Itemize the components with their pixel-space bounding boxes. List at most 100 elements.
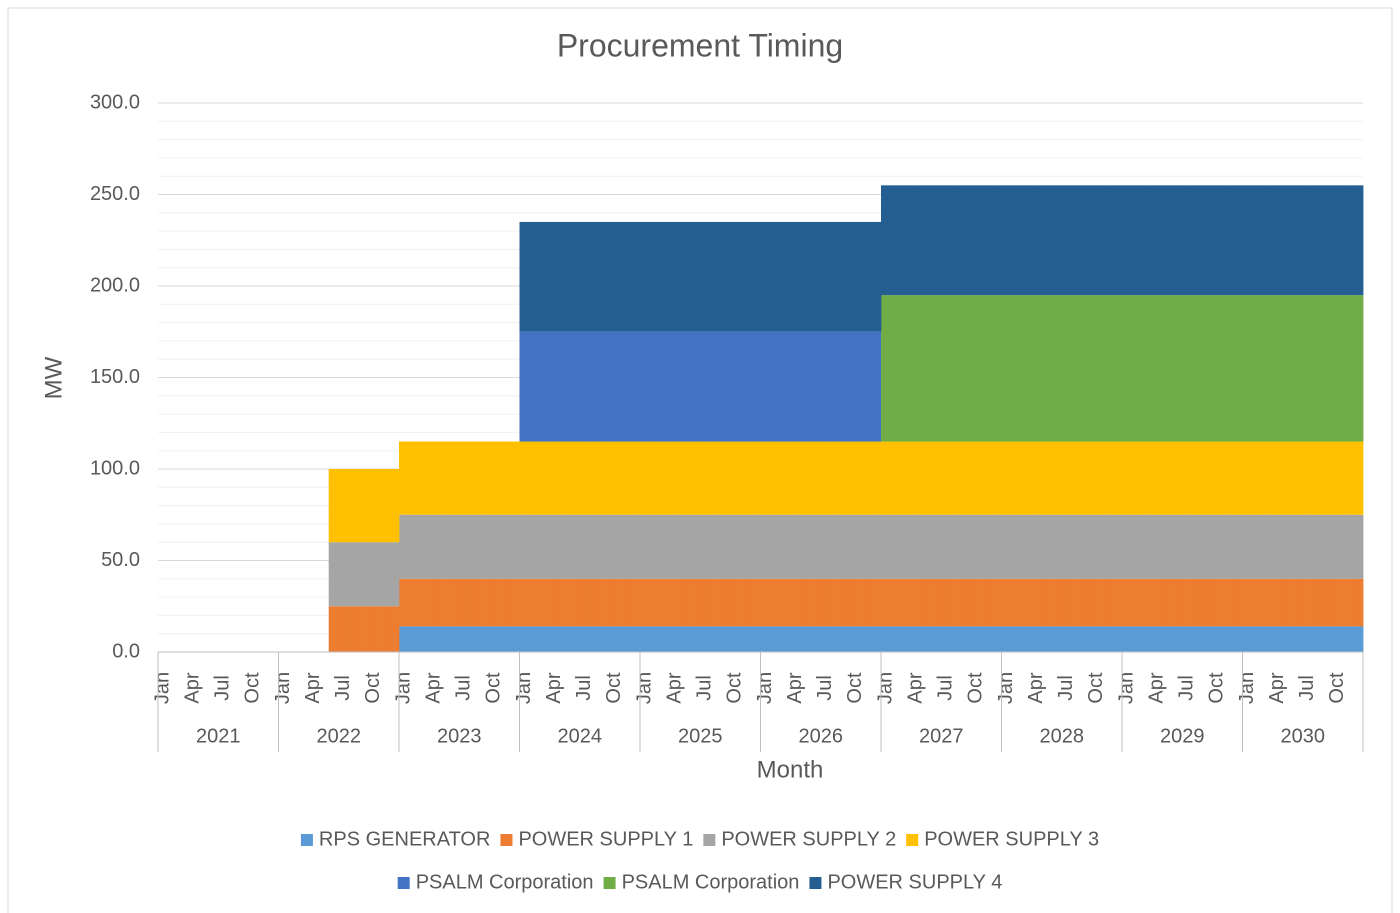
chart-title: Procurement Timing: [557, 27, 843, 63]
area-step: [1152, 514, 1163, 579]
area-step: [700, 578, 711, 627]
area-step: [1142, 578, 1153, 627]
area-step: [1061, 185, 1073, 296]
area-step: [328, 542, 340, 607]
x-tick-label: Jul: [814, 675, 836, 701]
area-step: [1021, 441, 1033, 515]
area-step: [358, 542, 370, 607]
legend-swatch: [906, 834, 919, 846]
y-tick-label: 250.0: [90, 183, 140, 205]
area-step: [760, 626, 771, 652]
area-step: [850, 578, 862, 627]
area-step: [1041, 441, 1053, 515]
area-step: [1322, 514, 1334, 579]
area-step: [569, 331, 581, 442]
area-step: [1172, 295, 1183, 442]
area-step: [830, 578, 842, 627]
area-step: [650, 578, 661, 627]
area-step: [439, 441, 450, 515]
area-step: [629, 514, 641, 579]
area-step: [529, 514, 540, 579]
area-step: [1202, 295, 1213, 442]
area-step: [1342, 514, 1354, 579]
area-step: [730, 221, 741, 332]
area-step: [820, 441, 832, 515]
area-step: [1041, 185, 1053, 296]
area-step: [1071, 295, 1083, 442]
area-step: [1262, 514, 1274, 579]
area-step: [881, 295, 892, 442]
area-step: [599, 221, 611, 332]
area-step: [629, 578, 641, 627]
area-step: [1122, 626, 1133, 652]
y-tick-label: 200.0: [90, 274, 140, 296]
area-step: [1172, 578, 1183, 627]
area-step: [720, 331, 731, 442]
area-step: [820, 221, 832, 332]
area-step: [860, 221, 872, 332]
x-group-label: 2029: [1160, 725, 1205, 747]
area-step: [870, 578, 882, 627]
area-step: [609, 626, 621, 652]
area-step: [1111, 185, 1123, 296]
area-step: [599, 578, 611, 627]
area-step: [850, 331, 862, 442]
area-step: [1031, 185, 1043, 296]
area-step: [1242, 295, 1253, 442]
x-group-label: 2024: [558, 725, 603, 747]
area-step: [368, 469, 380, 543]
area-step: [549, 441, 561, 515]
series: [399, 626, 1364, 652]
area-step: [790, 514, 802, 579]
area-step: [1322, 626, 1334, 652]
area-step: [680, 221, 691, 332]
area-step: [1152, 441, 1163, 515]
area-step: [891, 626, 902, 652]
x-tick-label: Oct: [844, 672, 866, 704]
area-step: [328, 469, 340, 543]
area-step: [981, 185, 992, 296]
area-step: [810, 221, 822, 332]
area-step: [338, 469, 350, 543]
area-step: [388, 542, 400, 607]
area-step: [1031, 626, 1043, 652]
area-step: [941, 185, 952, 296]
area-step: [951, 441, 962, 515]
area-step: [549, 514, 561, 579]
area-step: [399, 578, 410, 627]
area-step: [589, 331, 601, 442]
area-step: [720, 441, 731, 515]
area-step: [509, 626, 520, 652]
area-step: [1232, 626, 1243, 652]
area-step: [569, 441, 581, 515]
area-step: [519, 221, 530, 332]
area-step: [911, 578, 922, 627]
area-step: [1192, 514, 1203, 579]
x-tick-label: Jan: [392, 672, 414, 704]
area-step: [670, 578, 681, 627]
area-step: [619, 441, 631, 515]
area-step: [710, 626, 721, 652]
area-step: [860, 578, 872, 627]
series: [519, 331, 882, 442]
area-step: [941, 514, 952, 579]
area-step: [730, 626, 741, 652]
area-step: [1031, 514, 1043, 579]
area-step: [710, 441, 721, 515]
area-step: [1282, 185, 1294, 296]
area-step: [1182, 295, 1193, 442]
area-step: [870, 514, 882, 579]
area-step: [1252, 295, 1263, 442]
area-step: [931, 441, 942, 515]
area-step: [800, 221, 812, 332]
area-step: [629, 441, 641, 515]
area-step: [690, 578, 701, 627]
area-step: [700, 221, 711, 332]
x-group-label: 2023: [437, 725, 482, 747]
area-step: [1332, 295, 1344, 442]
x-tick-label: Jan: [633, 672, 655, 704]
area-step: [971, 578, 982, 627]
area-step: [1352, 441, 1364, 515]
legend-swatch: [809, 877, 822, 889]
area-step: [1111, 441, 1123, 515]
